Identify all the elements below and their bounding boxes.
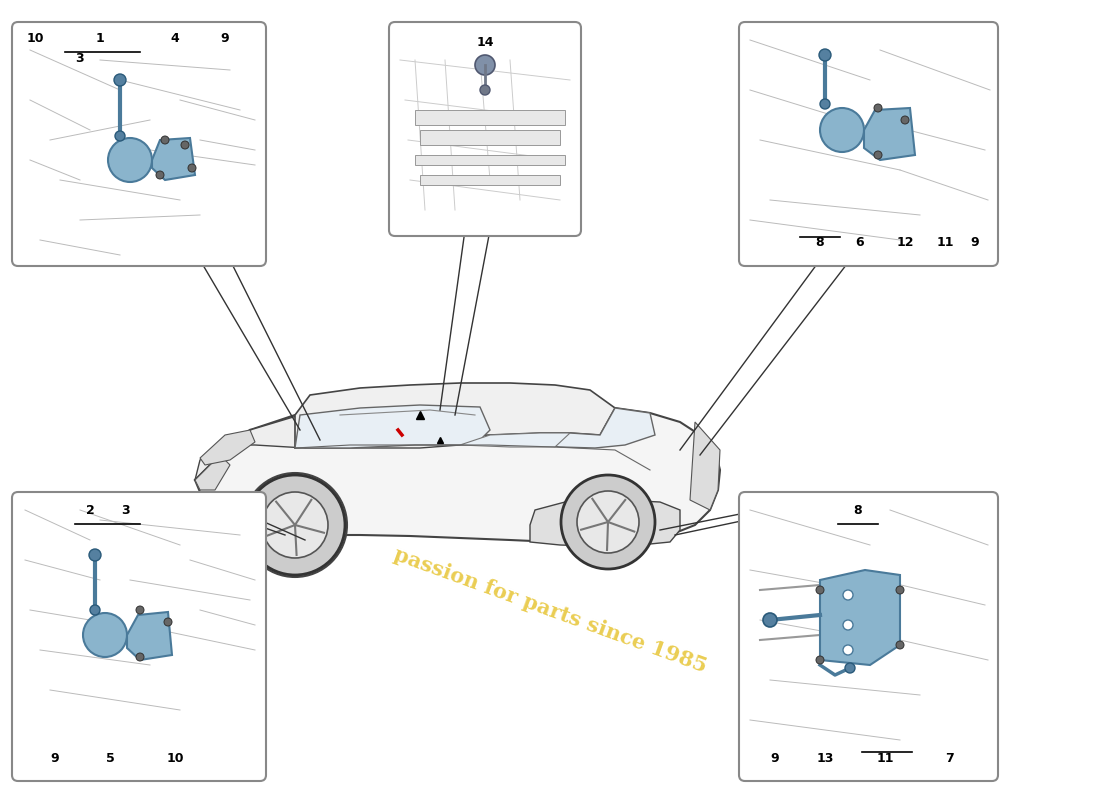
Text: 6: 6 <box>856 236 865 249</box>
Circle shape <box>475 55 495 75</box>
Polygon shape <box>460 433 570 447</box>
Polygon shape <box>820 570 900 665</box>
Circle shape <box>820 99 830 109</box>
FancyBboxPatch shape <box>389 22 581 236</box>
Circle shape <box>262 492 328 558</box>
Text: 4: 4 <box>170 32 179 45</box>
Circle shape <box>108 138 152 182</box>
Circle shape <box>116 131 125 141</box>
Circle shape <box>89 549 101 561</box>
Circle shape <box>896 586 904 594</box>
Circle shape <box>874 104 882 112</box>
Text: 3: 3 <box>76 52 85 65</box>
Text: 2: 2 <box>86 504 95 517</box>
Polygon shape <box>415 110 565 125</box>
Text: 10: 10 <box>166 752 184 765</box>
Polygon shape <box>126 612 172 660</box>
Circle shape <box>578 491 639 553</box>
Text: 8: 8 <box>816 236 824 249</box>
Polygon shape <box>540 408 654 448</box>
Text: passion for parts since 1985: passion for parts since 1985 <box>390 544 710 676</box>
Polygon shape <box>690 422 721 510</box>
Circle shape <box>182 141 189 149</box>
Polygon shape <box>295 383 615 448</box>
Text: 12: 12 <box>896 236 914 249</box>
FancyBboxPatch shape <box>12 492 266 781</box>
Polygon shape <box>195 455 230 490</box>
Circle shape <box>136 606 144 614</box>
Circle shape <box>816 586 824 594</box>
Polygon shape <box>152 138 195 180</box>
Polygon shape <box>420 175 560 185</box>
Circle shape <box>90 605 100 615</box>
Circle shape <box>896 641 904 649</box>
Text: 1: 1 <box>96 32 104 45</box>
Circle shape <box>243 473 346 577</box>
Text: 8: 8 <box>854 504 862 517</box>
Text: 10: 10 <box>26 32 44 45</box>
Circle shape <box>164 618 172 626</box>
Text: 7: 7 <box>946 752 955 765</box>
Text: 9: 9 <box>221 32 229 45</box>
Circle shape <box>816 656 824 664</box>
Polygon shape <box>295 405 490 448</box>
Circle shape <box>843 590 852 600</box>
Text: 11: 11 <box>936 236 954 249</box>
Circle shape <box>843 645 852 655</box>
Polygon shape <box>200 430 255 465</box>
Polygon shape <box>530 500 680 547</box>
Circle shape <box>480 85 490 95</box>
Circle shape <box>561 475 654 569</box>
Circle shape <box>136 653 144 661</box>
Circle shape <box>114 74 126 86</box>
Polygon shape <box>415 155 565 165</box>
Text: 11: 11 <box>877 752 893 765</box>
Circle shape <box>82 613 126 657</box>
Text: 9: 9 <box>51 752 59 765</box>
Circle shape <box>820 108 864 152</box>
Polygon shape <box>420 130 560 145</box>
Circle shape <box>820 49 830 61</box>
Text: 9: 9 <box>771 752 779 765</box>
Text: 13: 13 <box>816 752 834 765</box>
Circle shape <box>874 151 882 159</box>
Circle shape <box>156 171 164 179</box>
Text: 5: 5 <box>106 752 114 765</box>
Circle shape <box>161 136 169 144</box>
FancyBboxPatch shape <box>739 22 998 266</box>
Text: 14: 14 <box>476 36 494 49</box>
Polygon shape <box>195 403 720 542</box>
Text: 9: 9 <box>970 236 979 249</box>
Circle shape <box>845 663 855 673</box>
Polygon shape <box>864 108 915 160</box>
Circle shape <box>901 116 909 124</box>
FancyBboxPatch shape <box>12 22 266 266</box>
Circle shape <box>188 164 196 172</box>
Circle shape <box>843 620 852 630</box>
Polygon shape <box>195 405 490 480</box>
Circle shape <box>763 613 777 627</box>
FancyBboxPatch shape <box>739 492 998 781</box>
Circle shape <box>245 475 345 575</box>
Text: 3: 3 <box>121 504 130 517</box>
